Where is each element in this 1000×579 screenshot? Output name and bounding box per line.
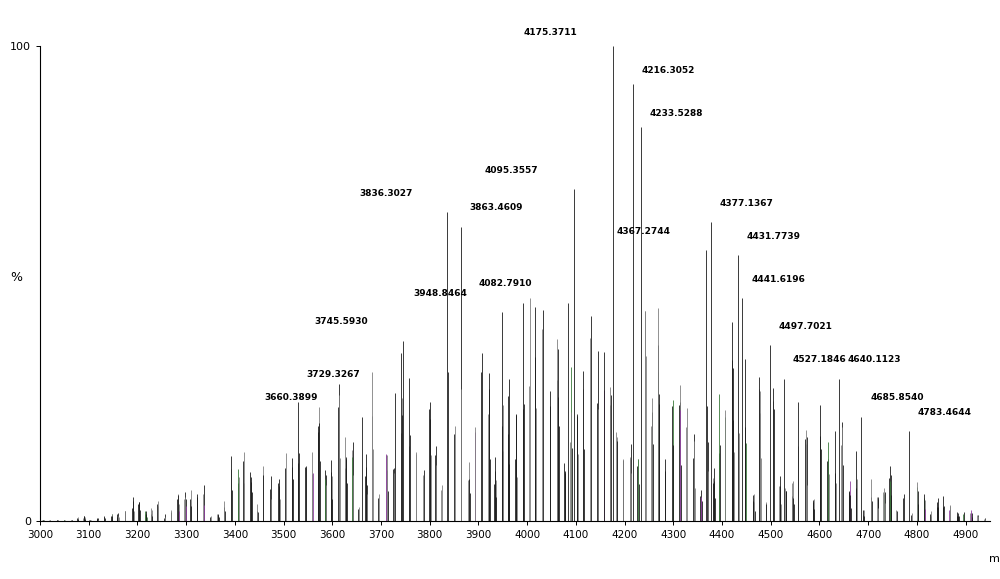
Text: 3745.5930: 3745.5930 — [315, 317, 368, 327]
Text: 4497.7021: 4497.7021 — [778, 322, 832, 331]
Text: 3836.3027: 3836.3027 — [359, 189, 412, 198]
Text: 4175.3711: 4175.3711 — [524, 28, 578, 37]
Y-axis label: %: % — [10, 271, 22, 284]
Text: 4640.1123: 4640.1123 — [848, 356, 901, 364]
Text: 4216.3052: 4216.3052 — [641, 66, 695, 75]
Text: 4082.7910: 4082.7910 — [479, 280, 532, 288]
Text: 4095.3557: 4095.3557 — [485, 166, 539, 174]
Text: 4377.1367: 4377.1367 — [720, 199, 774, 208]
Text: 3729.3267: 3729.3267 — [306, 369, 360, 379]
Text: 3660.3899: 3660.3899 — [264, 393, 318, 402]
Text: 3863.4609: 3863.4609 — [469, 203, 523, 212]
Text: 4441.6196: 4441.6196 — [751, 274, 805, 284]
Text: 4783.4644: 4783.4644 — [918, 408, 972, 417]
X-axis label: m/z: m/z — [989, 554, 1000, 565]
Text: 4233.5288: 4233.5288 — [650, 108, 703, 118]
Text: 4685.8540: 4685.8540 — [870, 393, 924, 402]
Text: 4367.2744: 4367.2744 — [617, 227, 671, 236]
Text: 4527.1846: 4527.1846 — [793, 356, 847, 364]
Text: 3948.8464: 3948.8464 — [413, 289, 467, 298]
Text: 4431.7739: 4431.7739 — [746, 232, 800, 241]
